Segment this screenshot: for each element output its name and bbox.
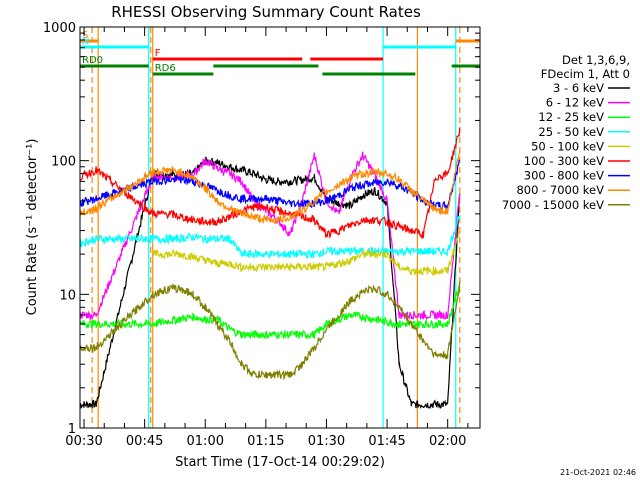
legend-header: Det 1,3,6,9, bbox=[562, 53, 630, 67]
y-tick-label: 100 bbox=[51, 155, 76, 170]
y-tick-label: 1 bbox=[68, 422, 76, 437]
series-line bbox=[79, 214, 461, 260]
y-axis-label-text: Count Rate (s⁻¹ detector⁻¹) bbox=[25, 139, 40, 316]
x-axis-label: Start Time (17-Oct-14 00:29:02) bbox=[175, 455, 385, 470]
data-gap-layer bbox=[98, 27, 480, 428]
y-axis: 1 10 100 1000 bbox=[43, 21, 480, 437]
timestamp: 21-Oct-2021 02:46 bbox=[560, 468, 636, 477]
legend-label: 7000 - 15000 keV bbox=[502, 198, 604, 212]
series-line bbox=[152, 231, 461, 277]
flag-label: RD6 bbox=[155, 63, 176, 74]
flag-label: N bbox=[82, 36, 89, 47]
legend-label: 800 - 7000 keV bbox=[516, 183, 604, 197]
legend-label: 6 - 12 keV bbox=[546, 96, 604, 110]
legend-label: 300 - 800 keV bbox=[524, 169, 604, 183]
y-tick-label: 1000 bbox=[43, 21, 76, 36]
y-axis-label: Count Rate (s⁻¹ detector⁻¹) bbox=[25, 139, 40, 316]
legend-label: 12 - 25 keV bbox=[538, 110, 604, 124]
data-gap bbox=[461, 27, 480, 428]
flag-label: RD0 bbox=[82, 55, 103, 66]
x-tick-label: 01:30 bbox=[308, 434, 345, 449]
x-axis: 00:30 00:45 01:00 01:15 01:30 01:45 02:00 bbox=[65, 27, 469, 449]
x-tick-label: 01:00 bbox=[187, 434, 224, 449]
legend-label: 3 - 6 keV bbox=[553, 81, 604, 95]
series-line bbox=[79, 127, 461, 240]
x-tick-label: 00:30 bbox=[65, 434, 102, 449]
series-line bbox=[79, 284, 461, 340]
series-layer bbox=[79, 127, 461, 410]
y-tick-label: 10 bbox=[59, 288, 76, 303]
flag-label: S bbox=[82, 30, 88, 41]
plot-frame bbox=[79, 26, 481, 429]
series-line bbox=[79, 150, 461, 224]
series-line bbox=[79, 151, 461, 322]
legend-label: 25 - 50 keV bbox=[538, 125, 604, 139]
flag-bars: SN F RD0 RD6 bbox=[80, 30, 480, 76]
legend-header: FDecim 1, Att 0 bbox=[541, 67, 630, 81]
x-tick-label: 00:45 bbox=[126, 434, 163, 449]
data-gap bbox=[98, 27, 153, 428]
x-tick-label: 02:00 bbox=[429, 434, 466, 449]
event-lines bbox=[91, 27, 461, 428]
x-tick-label: 01:15 bbox=[247, 434, 284, 449]
x-tick-label: 01:45 bbox=[368, 434, 405, 449]
series-line bbox=[79, 281, 461, 381]
series-line bbox=[79, 159, 461, 211]
flag-label: F bbox=[155, 48, 161, 59]
legend-label: 100 - 300 keV bbox=[524, 154, 604, 168]
chart-title: RHESSI Observing Summary Count Rates bbox=[111, 3, 421, 21]
legend-label: 50 - 100 keV bbox=[531, 139, 604, 153]
